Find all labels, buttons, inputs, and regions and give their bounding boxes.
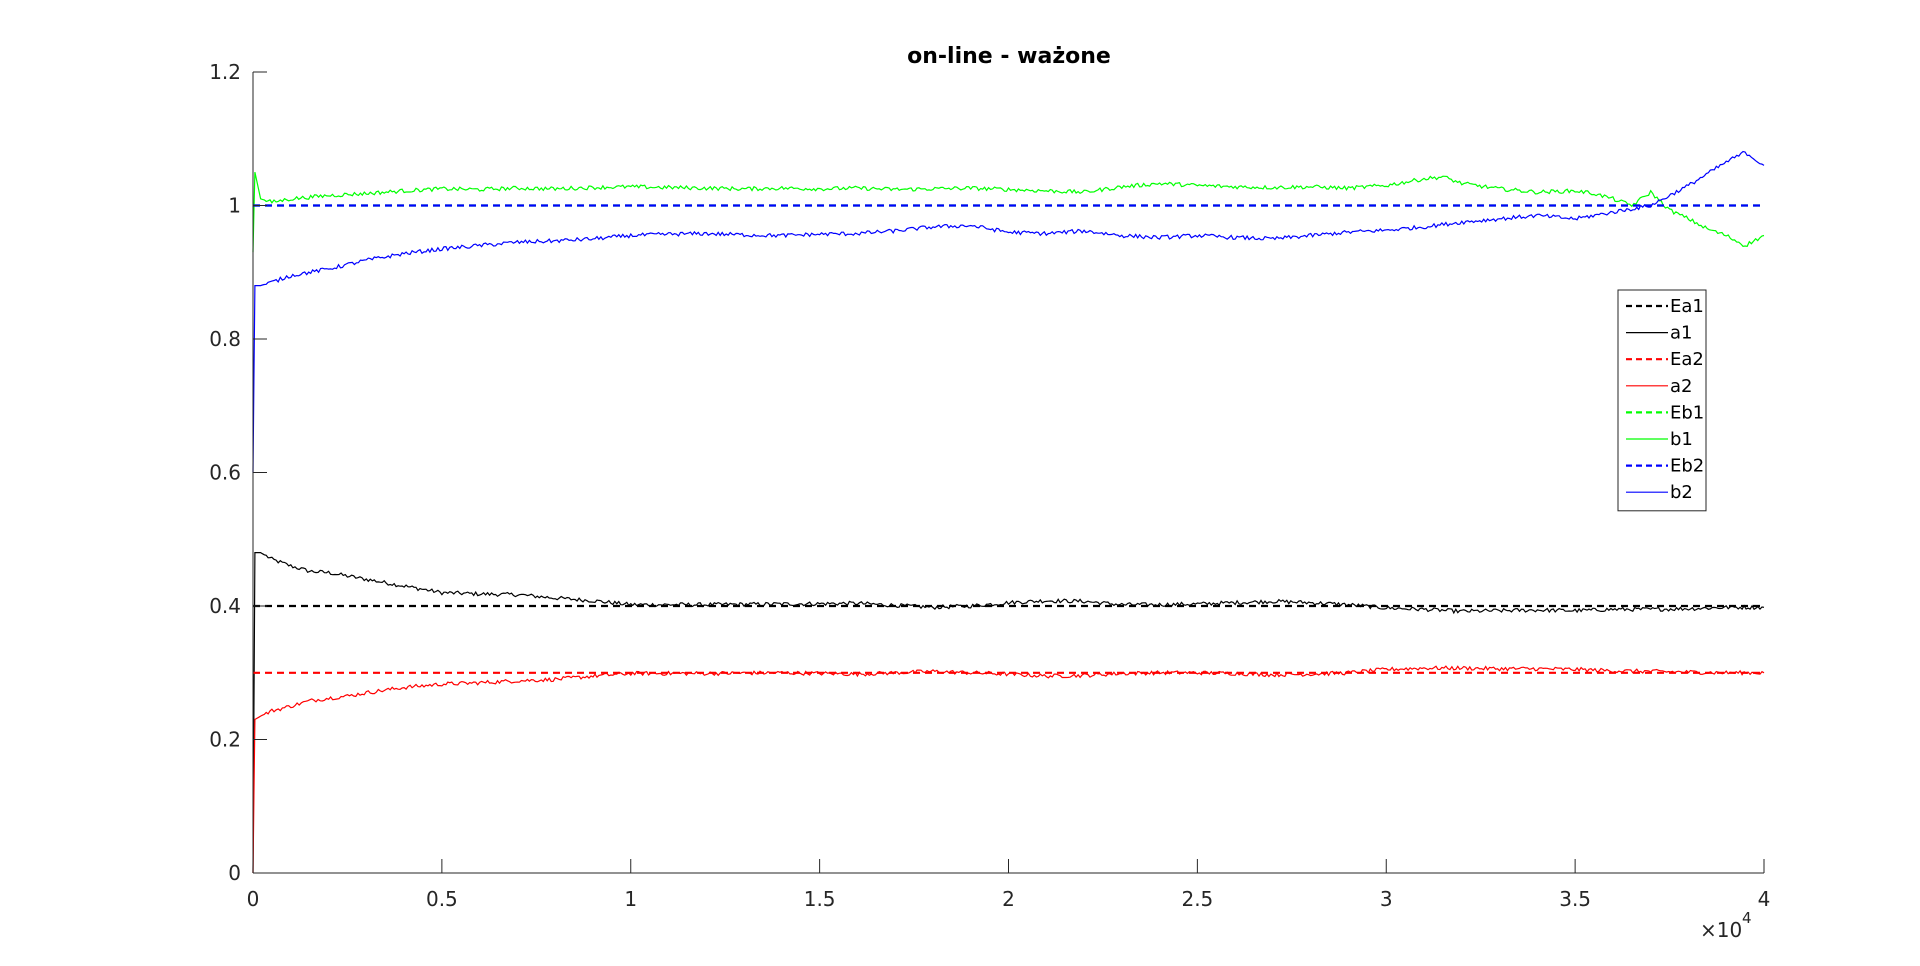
series-layer xyxy=(252,150,1765,874)
x-tick-label: 3 xyxy=(1380,887,1393,911)
x-tick-label: 0.5 xyxy=(426,887,458,911)
legend-label-b1: b1 xyxy=(1670,429,1693,450)
legend-label-a1: a1 xyxy=(1670,323,1692,344)
legend-box xyxy=(1617,289,1707,512)
series-line-b1 xyxy=(252,171,1765,253)
series-line-a1 xyxy=(252,552,1765,874)
legend-label-a2: a2 xyxy=(1670,376,1692,397)
x-exponent-label: ×10 xyxy=(1700,918,1742,942)
x-exponent-power: 4 xyxy=(1742,909,1752,927)
y-tick-label: 1.2 xyxy=(209,60,241,84)
legend-label-eb1: Eb1 xyxy=(1670,402,1704,423)
legend-label-ea1: Ea1 xyxy=(1670,296,1704,317)
y-tick-label: 0.8 xyxy=(209,327,241,351)
y-tick-label: 1 xyxy=(228,194,241,218)
series-line-a2 xyxy=(252,665,1765,874)
x-tick-label: 0 xyxy=(247,887,260,911)
x-tick-label: 1 xyxy=(624,887,637,911)
y-tick-label: 0.2 xyxy=(209,728,241,752)
legend-label-eb2: Eb2 xyxy=(1670,456,1704,477)
x-tick-label: 2.5 xyxy=(1181,887,1213,911)
x-tick-label: 2 xyxy=(1002,887,1015,911)
series-line-b2 xyxy=(252,150,1765,473)
y-tick-label: 0 xyxy=(228,861,241,885)
legend-label-ea2: Ea2 xyxy=(1670,349,1704,370)
y-tick-label: 0.6 xyxy=(209,461,241,485)
x-tick-label: 4 xyxy=(1758,887,1771,911)
x-tick-label: 1.5 xyxy=(804,887,836,911)
x-tick-label: 3.5 xyxy=(1559,887,1591,911)
y-tick-label: 0.4 xyxy=(209,594,241,618)
axes-layer: 0 0.5 1 1.5 2 2.5 3 3.5 400.20.40.60.811.2×10 4 xyxy=(209,60,1770,942)
legend-label-b2: b2 xyxy=(1670,482,1693,503)
legend: Ea1 a1 Ea2 a2 Eb1 b1 Eb2 b2 xyxy=(1617,289,1707,512)
chart-title: on-line - ważone xyxy=(907,44,1111,69)
